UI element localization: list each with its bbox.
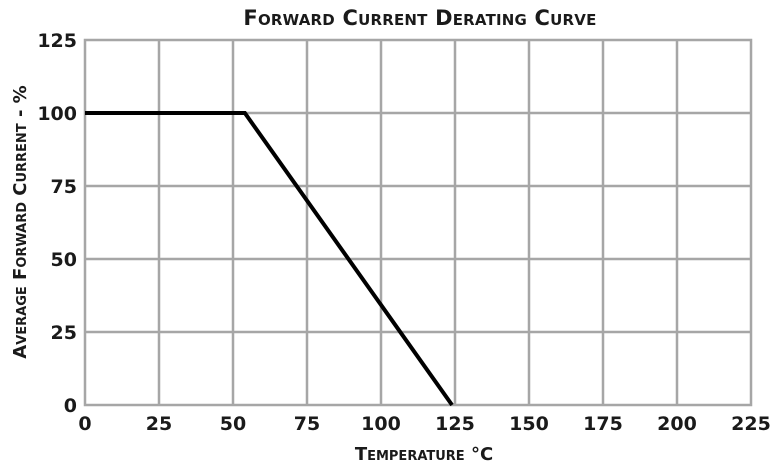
- x-tick-label: 200: [657, 413, 697, 435]
- x-tick-label: 150: [509, 413, 549, 435]
- x-tick-label: 100: [361, 413, 401, 435]
- y-tick-label: 25: [51, 322, 77, 344]
- x-tick-label: 0: [78, 413, 91, 435]
- x-tick-label: 75: [294, 413, 320, 435]
- y-tick-label: 75: [51, 176, 77, 198]
- y-tick-label: 50: [51, 249, 77, 271]
- x-tick-label: 25: [146, 413, 172, 435]
- y-axis-ticks: 0 25 50 75 100 125: [37, 30, 77, 417]
- x-axis-ticks: 0 25 50 75 100 125 150 175 200 225: [78, 413, 770, 435]
- y-tick-label: 100: [37, 103, 77, 125]
- x-axis-title: Temperature °C: [355, 444, 493, 465]
- series-group: [85, 111, 454, 407]
- y-tick-label: 125: [37, 30, 77, 52]
- chart-title: Forward Current Derating Curve: [243, 6, 596, 30]
- x-tick-label: 225: [731, 413, 771, 435]
- y-tick-label: 0: [64, 395, 77, 417]
- x-tick-label: 175: [583, 413, 623, 435]
- series-line-derating: [85, 111, 454, 407]
- plot-frame: [83, 38, 753, 407]
- y-axis-title: Average Forward Current - %: [10, 85, 31, 358]
- grid: [85, 40, 751, 405]
- x-tick-label: 125: [435, 413, 475, 435]
- x-tick-label: 50: [220, 413, 246, 435]
